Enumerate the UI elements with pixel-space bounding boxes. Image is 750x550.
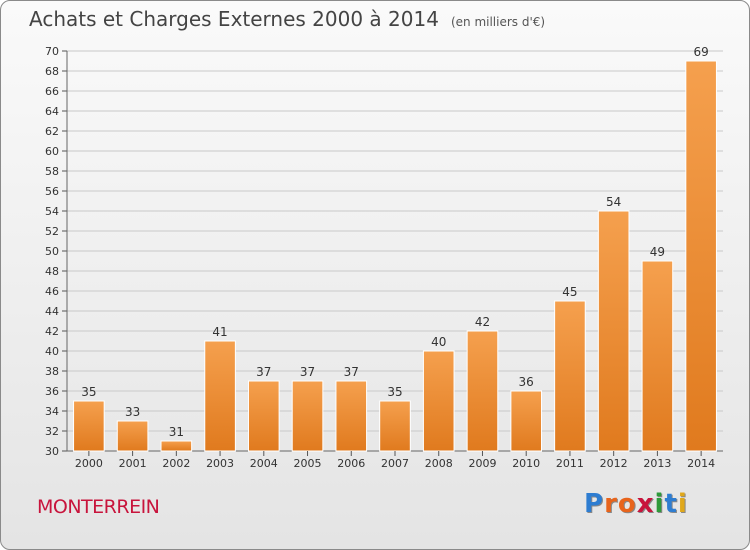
bar [379, 400, 411, 452]
proxiti-logo: Proxiti [584, 489, 688, 519]
y-tick-label: 66 [45, 85, 59, 98]
logo-letter: r [604, 489, 618, 519]
chart-title-text: Achats et Charges Externes 2000 à 2014 [29, 7, 439, 31]
y-tick-label: 46 [45, 285, 59, 298]
bar [554, 300, 586, 452]
data-label: 42 [475, 315, 490, 329]
y-tick-label: 30 [45, 445, 59, 458]
data-label: 36 [519, 375, 534, 389]
data-label: 41 [212, 325, 227, 339]
data-label: 33 [125, 405, 140, 419]
bar [422, 350, 455, 452]
x-tick-label: 2004 [250, 457, 278, 470]
bar [73, 400, 105, 452]
logo-letter: i [677, 489, 688, 519]
x-tick-label: 2001 [119, 457, 147, 470]
bar [291, 380, 324, 452]
bar [685, 60, 717, 452]
y-tick-label: 54 [45, 205, 59, 218]
data-label: 37 [256, 365, 271, 379]
y-tick-label: 32 [45, 425, 59, 438]
x-tick-label: 2003 [206, 457, 234, 470]
y-tick-label: 56 [45, 185, 59, 198]
y-tick-label: 34 [45, 405, 59, 418]
y-tick-label: 44 [45, 305, 59, 318]
data-label: 69 [693, 45, 708, 59]
y-tick-label: 64 [45, 105, 59, 118]
logo-letter: P [584, 489, 605, 519]
y-tick-label: 36 [45, 385, 59, 398]
x-tick-label: 2007 [381, 457, 409, 470]
bar [247, 380, 280, 452]
y-tick-label: 42 [45, 325, 59, 338]
data-label: 37 [300, 365, 315, 379]
bar [597, 210, 630, 452]
chart-title: Achats et Charges Externes 2000 à 2014 (e… [29, 7, 545, 31]
logo-letter: o [617, 489, 637, 519]
data-label: 49 [650, 245, 665, 259]
x-tick-label: 2014 [687, 457, 715, 470]
bar [466, 330, 499, 452]
x-tick-label: 2008 [425, 457, 453, 470]
x-tick-label: 2000 [75, 457, 103, 470]
logo-letter: i [654, 489, 665, 519]
y-tick-label: 60 [45, 145, 59, 158]
bar [204, 340, 236, 452]
y-tick-label: 48 [45, 265, 59, 278]
x-tick-label: 2006 [337, 457, 365, 470]
bar [116, 420, 149, 452]
bar [641, 260, 674, 452]
x-tick-label: 2012 [600, 457, 628, 470]
data-label: 31 [169, 425, 184, 439]
bar [510, 390, 543, 452]
y-tick-label: 62 [45, 125, 59, 138]
logo-letter: t [664, 489, 678, 519]
y-tick-label: 38 [45, 365, 59, 378]
chart-unit: (en milliers d'€) [450, 15, 546, 29]
data-label: 35 [81, 385, 96, 399]
x-tick-label: 2005 [294, 457, 322, 470]
x-tick-label: 2010 [512, 457, 540, 470]
data-label: 45 [562, 285, 577, 299]
data-label: 37 [344, 365, 359, 379]
y-tick-label: 68 [45, 65, 59, 78]
y-tick-label: 52 [45, 225, 59, 238]
y-tick-label: 40 [45, 345, 59, 358]
y-tick-label: 50 [45, 245, 59, 258]
x-tick-label: 2009 [468, 457, 496, 470]
bar [160, 440, 193, 452]
data-label: 40 [431, 335, 446, 349]
y-tick-label: 58 [45, 165, 59, 178]
logo-letter: x [636, 489, 655, 519]
data-label: 54 [606, 195, 621, 209]
x-tick-label: 2013 [643, 457, 671, 470]
bar [335, 380, 368, 452]
data-label: 35 [387, 385, 402, 399]
y-tick-label: 70 [45, 45, 59, 58]
commune-name: MONTERREIN [37, 496, 160, 518]
x-tick-label: 2002 [162, 457, 190, 470]
x-tick-label: 2011 [556, 457, 584, 470]
